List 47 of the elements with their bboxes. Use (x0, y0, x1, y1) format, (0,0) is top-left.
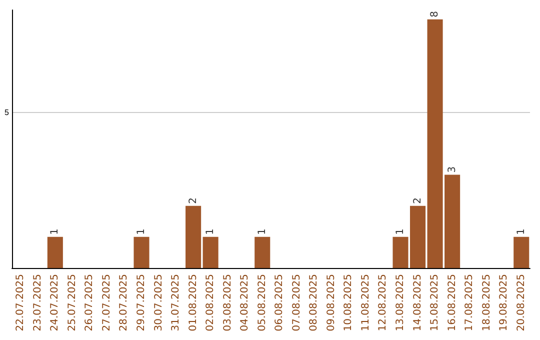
x-tick-label: 09.08.2025 (326, 274, 337, 332)
data-label: 2 (188, 197, 199, 204)
data-label: 2 (412, 197, 424, 204)
data-label: 1 (256, 228, 268, 235)
x-tick-label: 13.08.2025 (395, 274, 406, 332)
bar (514, 236, 530, 268)
x-tick-label: 20.08.2025 (516, 274, 527, 332)
data-label: 1 (205, 228, 216, 235)
bar (254, 236, 270, 268)
data-label: 1 (136, 228, 147, 235)
data-label: 1 (516, 228, 527, 235)
x-tick-label: 12.08.2025 (378, 274, 389, 332)
x-tick-label: 28.07.2025 (118, 274, 130, 332)
x-tick-label: 10.08.2025 (343, 274, 354, 332)
x-tick-label: 19.08.2025 (498, 274, 510, 332)
x-tick-label: 31.07.2025 (170, 274, 182, 332)
y-tick-label: 5 (4, 108, 10, 118)
x-tick-label: 02.08.2025 (205, 274, 216, 332)
x-tick-label: 29.07.2025 (136, 274, 147, 332)
x-tick-label: 16.08.2025 (446, 274, 458, 332)
x-tick-label: 17.08.2025 (464, 274, 476, 332)
x-tick-label: 03.08.2025 (222, 274, 234, 332)
bar (186, 206, 202, 268)
x-tick-label: 23.07.2025 (32, 274, 44, 332)
data-label: 1 (395, 228, 406, 235)
x-tick-label: 08.08.2025 (308, 274, 320, 332)
bar (47, 236, 63, 268)
x-tick-label: 27.07.2025 (101, 274, 112, 332)
x-tick-label: 18.08.2025 (481, 274, 492, 332)
bar (134, 236, 150, 268)
bar (202, 236, 218, 268)
x-tick-label: 14.08.2025 (412, 274, 424, 332)
x-tick-label: 06.08.2025 (274, 274, 286, 332)
x-tick-label: 26.07.2025 (84, 274, 96, 332)
x-tick-label: 22.07.2025 (15, 274, 26, 332)
x-tick-label: 11.08.2025 (360, 274, 372, 332)
x-tick-label: 25.07.2025 (66, 274, 78, 332)
x-tick-label: 15.08.2025 (430, 274, 441, 332)
x-tick-label: 07.08.2025 (291, 274, 302, 332)
data-label: 8 (430, 10, 441, 18)
data-label: 3 (446, 166, 458, 173)
x-tick-label: 04.08.2025 (240, 274, 251, 332)
data-label: 1 (50, 228, 61, 235)
x-tick-label: 05.08.2025 (256, 274, 268, 332)
x-tick-label: 24.07.2025 (50, 274, 61, 332)
x-tick-label: 01.08.2025 (188, 274, 199, 332)
x-tick-label: 30.07.2025 (153, 274, 164, 332)
